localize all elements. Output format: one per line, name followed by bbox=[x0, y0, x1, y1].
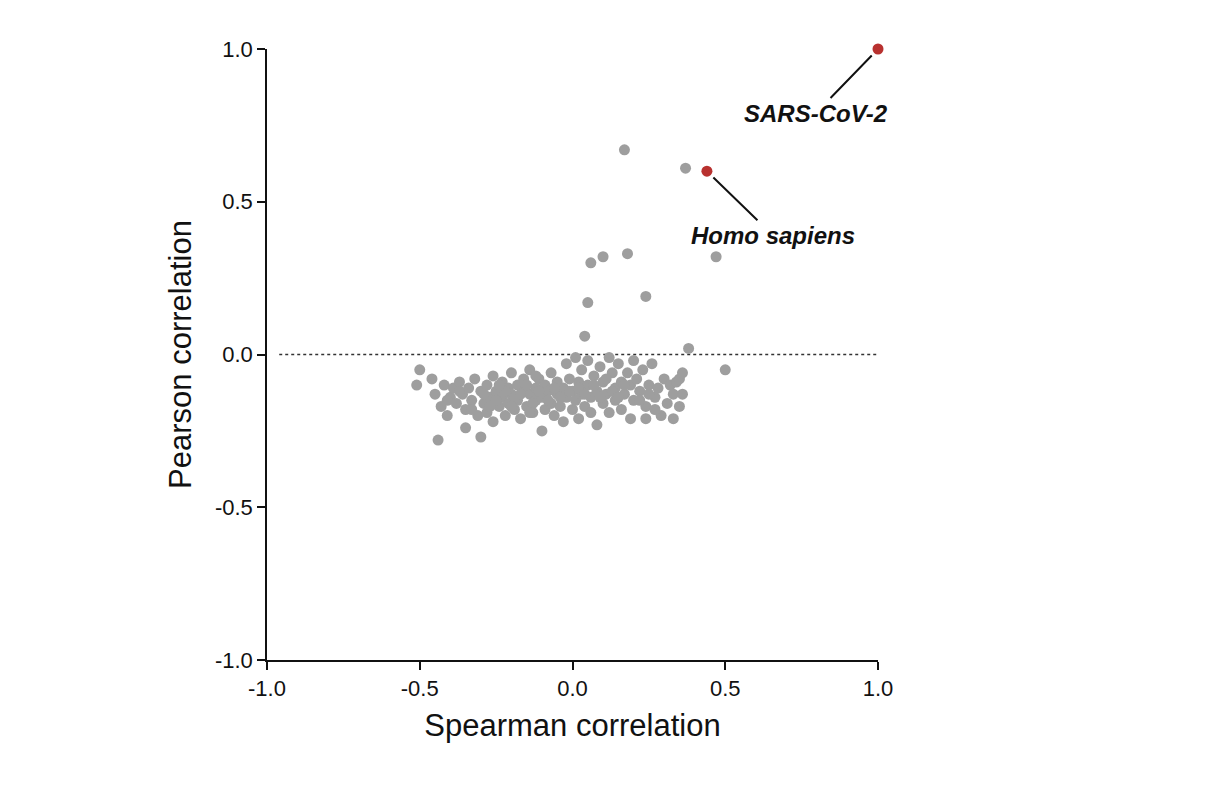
svg-text:-0.5: -0.5 bbox=[215, 495, 253, 520]
svg-text:0.5: 0.5 bbox=[710, 676, 741, 701]
svg-text:SARS-CoV-2: SARS-CoV-2 bbox=[744, 100, 888, 127]
svg-text:0.5: 0.5 bbox=[222, 189, 253, 214]
svg-text:Spearman correlation: Spearman correlation bbox=[424, 708, 720, 743]
svg-text:1.0: 1.0 bbox=[863, 676, 894, 701]
svg-text:-1.0: -1.0 bbox=[215, 648, 253, 673]
svg-text:-0.5: -0.5 bbox=[401, 676, 439, 701]
svg-text:Pearson correlation: Pearson correlation bbox=[163, 220, 198, 489]
svg-text:0.0: 0.0 bbox=[557, 676, 588, 701]
svg-text:-1.0: -1.0 bbox=[248, 676, 286, 701]
svg-text:0.0: 0.0 bbox=[222, 342, 253, 367]
svg-text:Homo sapiens: Homo sapiens bbox=[691, 222, 855, 249]
svg-text:1.0: 1.0 bbox=[222, 37, 253, 62]
